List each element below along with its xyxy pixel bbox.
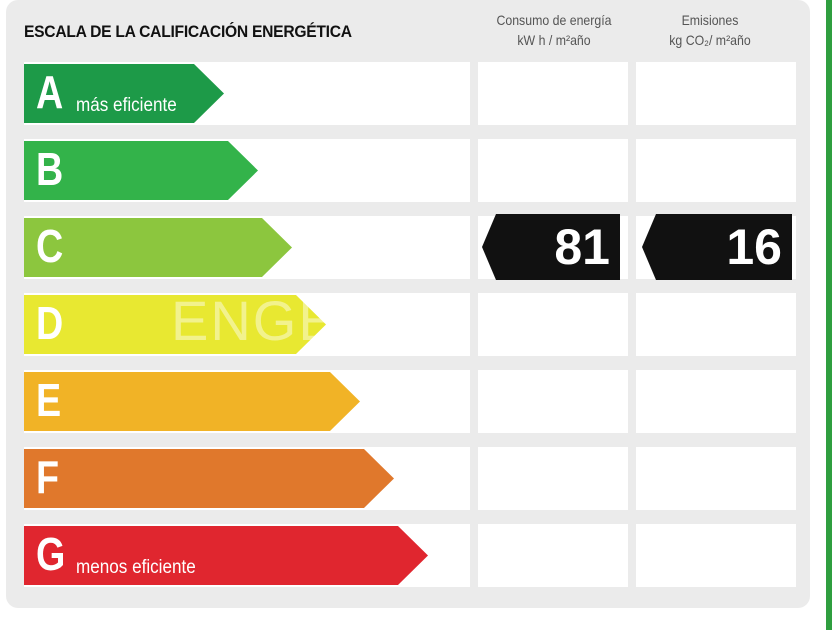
green-border-stripe [826,0,832,630]
rating-sublabel: más eficiente [76,95,177,116]
emissions-cell [636,139,796,202]
rating-letter: A [36,66,64,118]
rating-sublabel: menos eficiente [76,557,196,578]
watermark-text: ENGE [171,289,338,352]
rating-arrow-e [24,372,360,431]
energy-cell [478,293,628,356]
emissions-column-header: Emisiones kg CO₂/ m²año [640,10,781,50]
arrow-shape [24,449,394,508]
energy-cell [478,524,628,587]
rating-row-f: F [24,447,796,510]
emissions-badge: 16 [642,214,792,280]
energy-header-line1: Consumo de energía [496,12,612,28]
emissions-cell [636,524,796,587]
rating-letter: F [36,451,60,503]
arrow-shape [24,526,428,585]
rating-arrow-b [24,141,258,200]
arrow-shape [24,372,360,431]
rating-arrow-a [24,64,224,123]
rating-letter: C [36,220,64,272]
energy-cell [478,62,628,125]
rating-letter: D [36,297,64,349]
emissions-header-line2: kg CO₂/ m²año [669,32,751,48]
energy-badge-value: 81 [554,219,610,275]
arrow-shape [24,218,292,277]
rating-arrow-f [24,449,394,508]
energy-label-panel: ESCALA DE LA CALIFICACIÓN ENERGÉTICA Con… [6,0,810,608]
right-edge [822,0,840,630]
emissions-badge-value: 16 [726,219,782,275]
energy-cell [478,370,628,433]
rating-arrow-g [24,526,428,585]
emissions-header-line1: Emisiones [681,12,739,28]
rating-row-d: D [24,293,796,356]
emissions-badge-shape [642,214,792,280]
energy-header-line2: kW h / m²año [517,32,591,48]
rating-row-b: B [24,139,796,202]
rating-letter: G [36,528,66,580]
rating-arrow-d [24,295,326,354]
emissions-cell [636,62,796,125]
arrow-shape [24,64,224,123]
energy-cell [478,447,628,510]
arrow-shape [24,141,258,200]
emissions-cell [636,447,796,510]
energy-badge: 81 [482,214,620,280]
rating-row-e: E [24,370,796,433]
rating-arrow-c [24,218,292,277]
emissions-cell [636,370,796,433]
emissions-cell [636,293,796,356]
scale-title: ESCALA DE LA CALIFICACIÓN ENERGÉTICA [24,22,352,41]
energy-column-header: Consumo de energía kW h / m²año [484,10,625,50]
arrow-shape [24,295,326,354]
rating-letter: E [36,374,62,426]
energy-cell [478,139,628,202]
energy-badge-shape [482,214,620,280]
rating-row-c: C 81 16 [24,214,796,280]
rating-letter: B [36,143,64,195]
